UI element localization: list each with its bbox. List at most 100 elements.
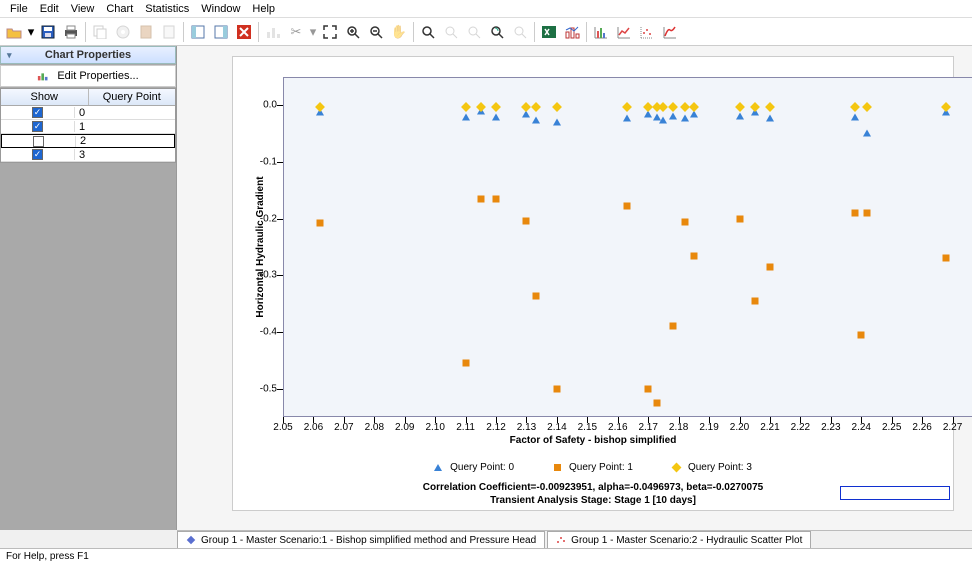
grid-col-qp[interactable]: Query Point [89,89,176,105]
paste-button[interactable] [135,21,157,43]
chart-type2-button[interactable] [613,21,635,43]
refresh-zoom-button[interactable] [486,21,508,43]
data-point[interactable] [659,116,667,123]
grid-row[interactable]: ✓3 [1,148,175,162]
x-tick-label: 2.11 [456,422,475,433]
zoom-x-button[interactable] [440,21,462,43]
x-tick-label: 2.10 [425,422,444,433]
menu-file[interactable]: File [4,3,34,15]
menu-statistics[interactable]: Statistics [139,3,195,15]
clipboard-button[interactable] [158,21,180,43]
data-point[interactable] [736,215,743,222]
edit-properties-label: Edit Properties... [57,70,138,82]
chart-wizard-button[interactable] [262,21,284,43]
plot-area[interactable]: 0.0 -0.1 -0.2 -0.3 -0.4 -0.5 2.05 2.06 2… [283,77,972,417]
print-button[interactable] [60,21,82,43]
tab-scenario-2[interactable]: Group 1 - Master Scenario:2 - Hydraulic … [547,531,811,548]
excel-export-button[interactable] [538,21,560,43]
data-point[interactable] [851,113,859,120]
data-point[interactable] [751,297,758,304]
menu-help[interactable]: Help [246,3,281,15]
chart-type1-button[interactable] [590,21,612,43]
grid-row[interactable]: ✓1 [1,120,175,134]
fit-screen-button[interactable] [319,21,341,43]
menu-window[interactable]: Window [195,3,246,15]
y-tick-label: 0.0 [263,100,277,111]
zoom-y-button[interactable] [463,21,485,43]
panel-right-button[interactable] [210,21,232,43]
data-point[interactable] [766,263,773,270]
data-point[interactable] [864,210,871,217]
data-point[interactable] [863,129,871,136]
data-point[interactable] [943,255,950,262]
zoom-in-button[interactable] [342,21,364,43]
data-point[interactable] [623,203,630,210]
data-point[interactable] [736,112,744,119]
show-checkbox[interactable]: ✓ [32,149,43,160]
data-point[interactable] [553,385,560,392]
data-point[interactable] [523,217,530,224]
grid-col-show[interactable]: Show [1,89,89,105]
toolbar-sep [85,22,86,42]
show-checkbox[interactable]: ✓ [32,107,43,118]
data-point[interactable] [690,252,697,259]
tab-label: Group 1 - Master Scenario:2 - Hydraulic … [571,535,802,546]
data-point[interactable] [477,196,484,203]
menu-chart[interactable]: Chart [100,3,139,15]
data-point[interactable] [532,292,539,299]
data-point[interactable] [645,385,652,392]
disc-button[interactable] [112,21,134,43]
show-checkbox[interactable]: ✓ [32,121,43,132]
legend-item-1: Query Point: 1 [554,462,633,473]
data-point[interactable] [493,196,500,203]
data-point[interactable] [669,112,677,119]
data-point[interactable] [532,116,540,123]
menu-edit[interactable]: Edit [34,3,65,15]
query-point-cell: 0 [75,107,175,119]
data-point[interactable] [669,323,676,330]
close-red-button[interactable] [233,21,255,43]
dropdown-arrow-button[interactable]: ▾ [308,21,318,43]
data-point[interactable] [462,113,470,120]
data-point[interactable] [681,218,688,225]
x-tick-label: 2.13 [517,422,536,433]
open-folder-button[interactable] [3,21,25,43]
data-point[interactable] [492,113,500,120]
pan-hand-button[interactable]: ✋ [388,21,410,43]
data-point[interactable] [316,220,323,227]
left-panel: ▾ Chart Properties Edit Properties... Sh… [0,46,177,530]
data-point[interactable] [623,114,631,121]
x-tick-label: 2.25 [882,422,901,433]
data-point[interactable] [462,360,469,367]
data-point[interactable] [553,119,561,126]
chart-type3-button[interactable] [636,21,658,43]
x-axis-label: Factor of Safety - bishop simplified [233,435,953,446]
edit-properties-button[interactable]: Edit Properties... [0,65,176,87]
zoom-tool-button[interactable] [417,21,439,43]
chart-box: Horizontal Hydraulic Gradient 0.0 -0.1 -… [232,56,954,511]
data-point[interactable] [766,114,774,121]
chart-type4-button[interactable] [659,21,681,43]
dropdown-arrow-button[interactable]: ▾ [26,21,36,43]
data-point[interactable] [681,114,689,121]
chart-bars-icon [37,70,51,82]
legend-item-2: Query Point: 3 [673,462,752,473]
data-point[interactable] [852,210,859,217]
query-point-grid: Show Query Point ✓0✓12✓3 [0,88,176,163]
scissors-button[interactable]: ✂ [285,21,307,43]
menu-view[interactable]: View [65,3,101,15]
chart-bars-button[interactable] [561,21,583,43]
panel-left-button[interactable] [187,21,209,43]
zoom-misc-button[interactable] [509,21,531,43]
data-point[interactable] [654,399,661,406]
show-checkbox[interactable] [33,136,44,147]
data-point[interactable] [858,331,865,338]
save-button[interactable] [37,21,59,43]
grid-row[interactable]: 2 [1,134,175,148]
panel-header[interactable]: ▾ Chart Properties [0,46,176,64]
copy-button[interactable] [89,21,111,43]
view-tabs: Group 1 - Master Scenario:1 - Bishop sim… [177,530,972,548]
zoom-out-button[interactable] [365,21,387,43]
grid-row[interactable]: ✓0 [1,106,175,120]
tab-scenario-1[interactable]: Group 1 - Master Scenario:1 - Bishop sim… [177,531,545,548]
